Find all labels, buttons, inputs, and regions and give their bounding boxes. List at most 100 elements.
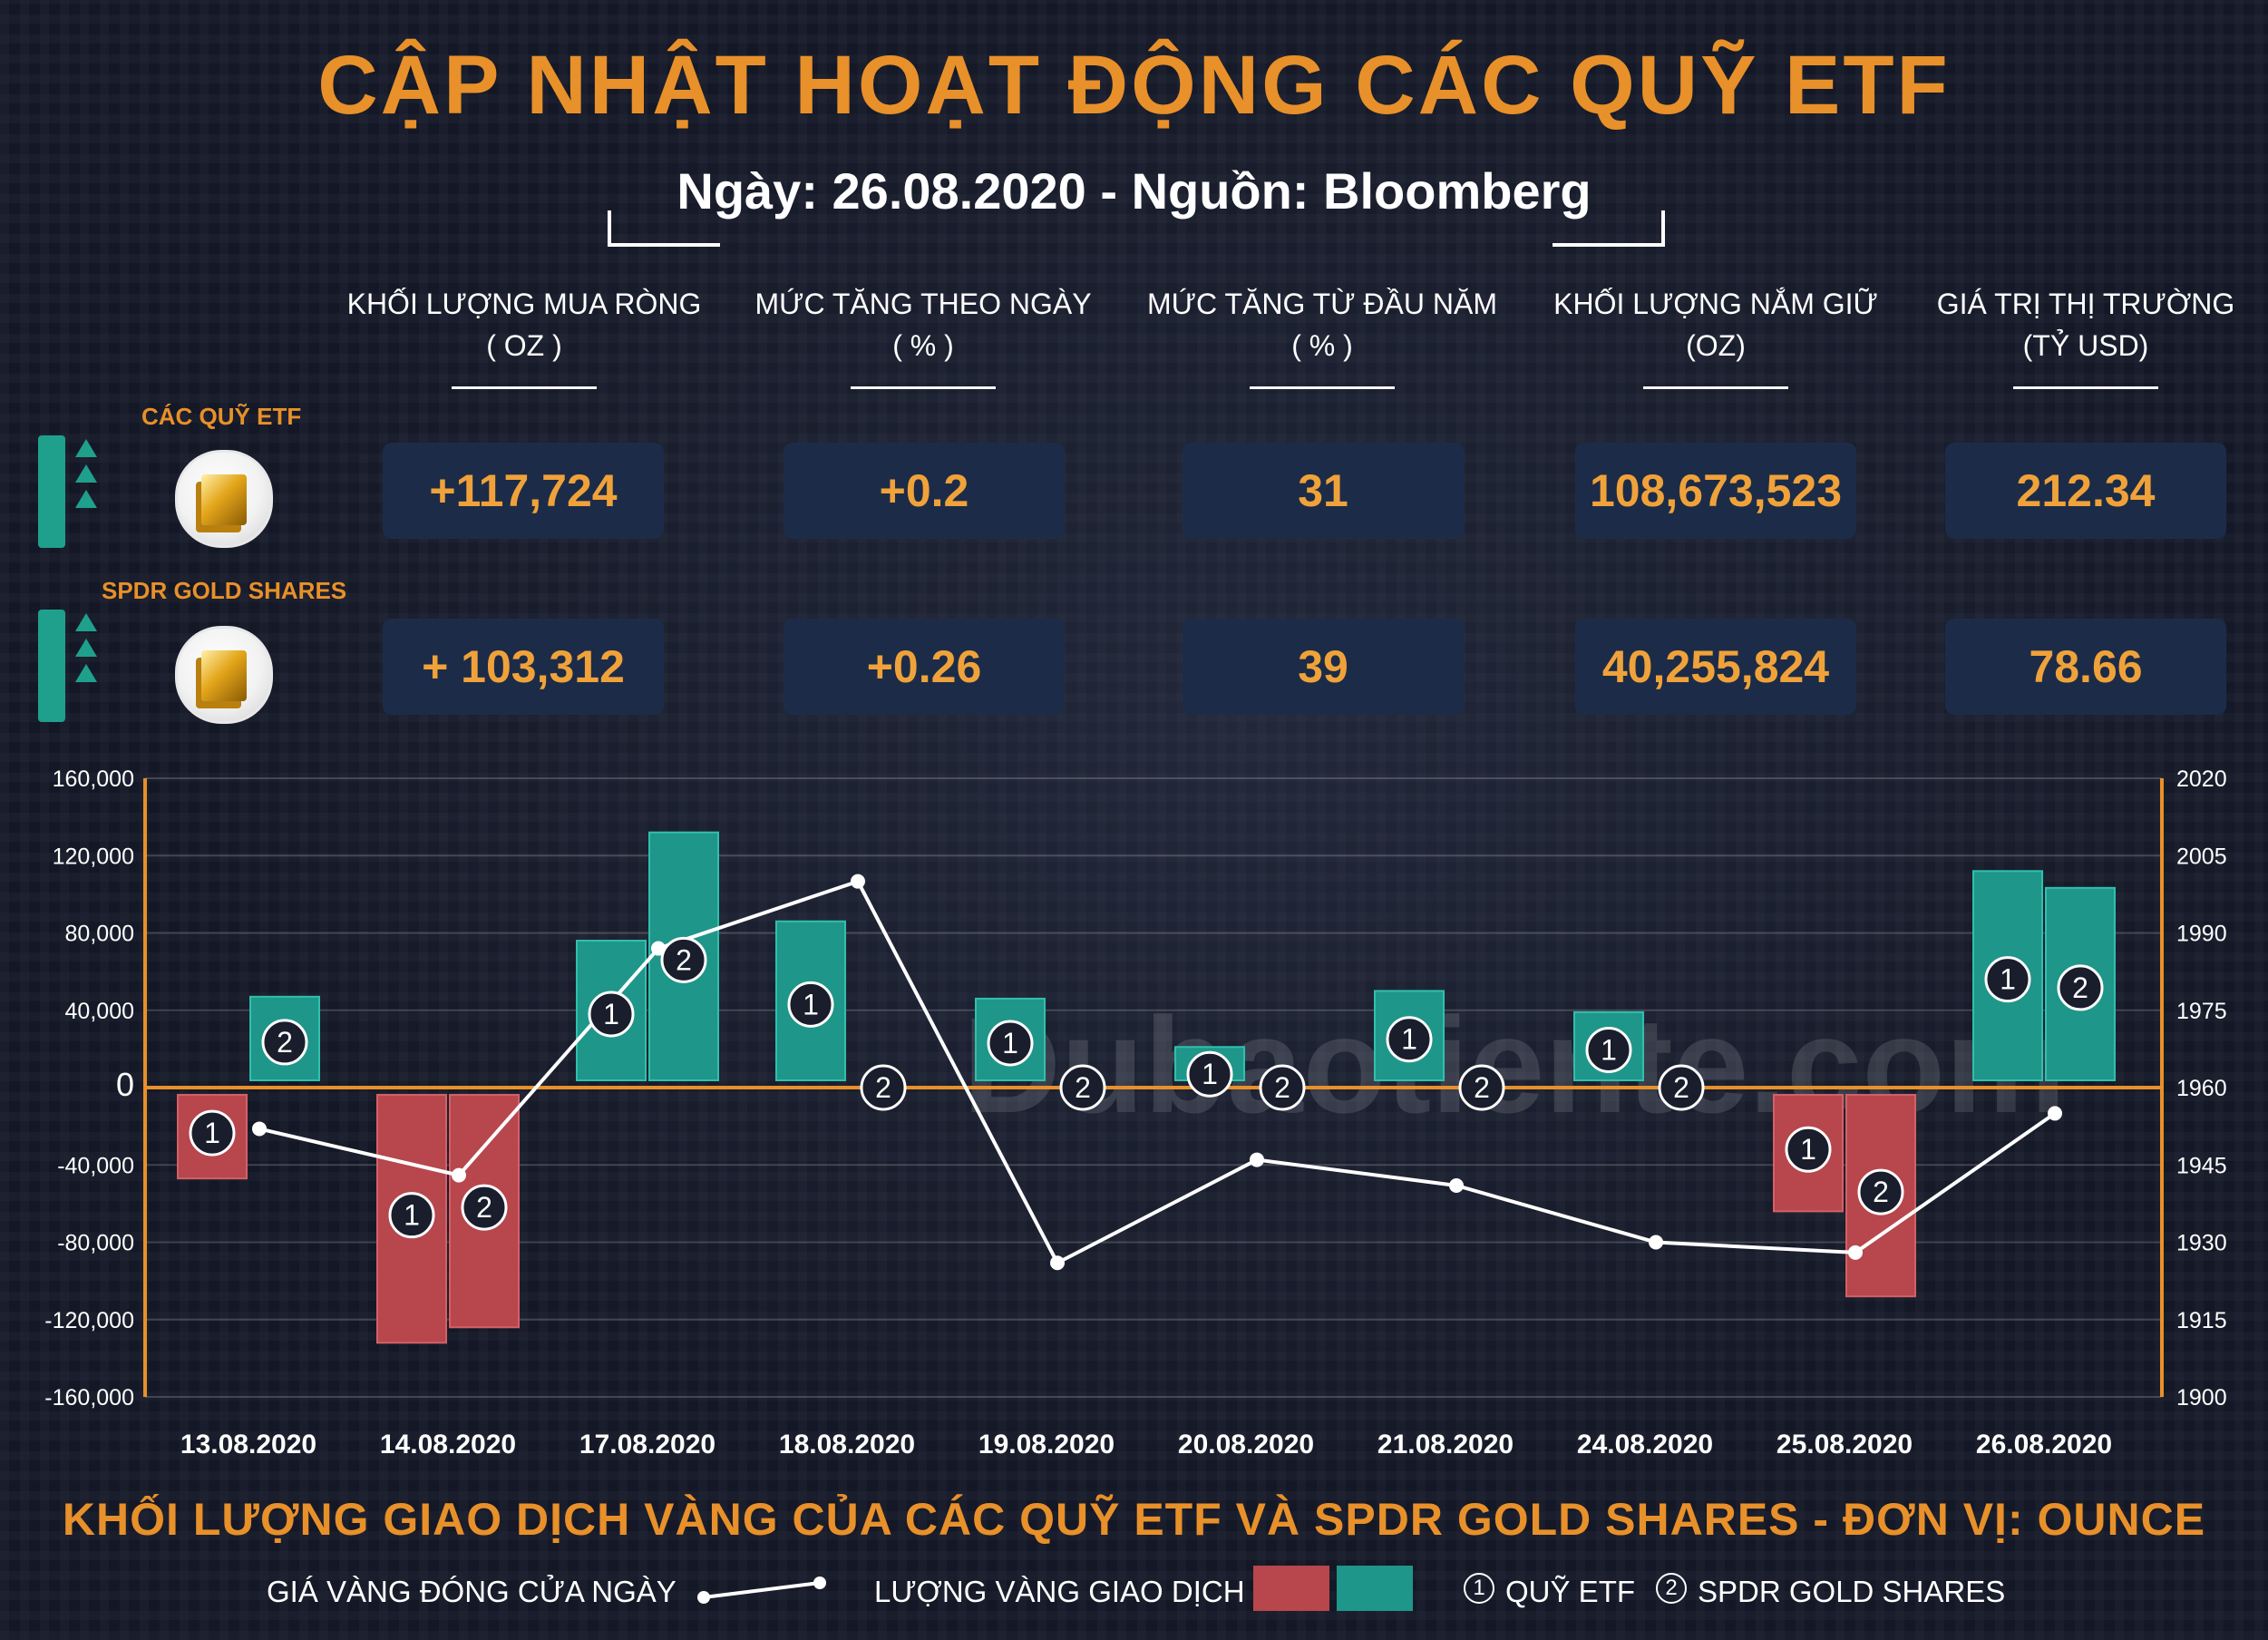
- bar-marker-2: [660, 936, 707, 983]
- gold-bar-icon: [175, 450, 273, 548]
- up-arrow-icon: [75, 664, 97, 682]
- column-header-line2: (OZ): [1686, 329, 1746, 362]
- bar-marker-2: [1259, 1064, 1306, 1111]
- y2-tick-label: 1975: [2176, 999, 2227, 1024]
- y2-tick-label: 1915: [2176, 1308, 2227, 1333]
- spdr-market-value: 78.66: [1945, 619, 2226, 715]
- bar-marker-1: [388, 1192, 435, 1239]
- price-point: [252, 1121, 267, 1137]
- bar-marker-label: 2: [1474, 1071, 1490, 1104]
- bar-marker-label: 2: [676, 943, 692, 976]
- x-tick-label: 19.08.2020: [978, 1430, 1115, 1459]
- row-label-spdr: SPDR GOLD SHARES: [102, 577, 347, 604]
- price-point: [851, 874, 865, 889]
- y-tick-label: -160,000: [44, 1385, 134, 1411]
- row-indicator-bar: [38, 435, 65, 548]
- up-arrow-icon: [75, 613, 97, 631]
- y2-tick-label: 1990: [2176, 922, 2227, 947]
- etf-net-buy-value: +117,724: [383, 443, 664, 539]
- bar-marker-label: 1: [404, 1199, 420, 1232]
- subtitle-bracket-right: [1553, 210, 1665, 247]
- bar-marker-label: 1: [1401, 1023, 1417, 1056]
- price-point: [651, 941, 666, 956]
- bar-marker-label: 2: [1873, 1176, 1889, 1208]
- up-arrow-icon: [75, 639, 97, 657]
- bar-marker-label: 2: [2072, 971, 2088, 1004]
- price-point: [1649, 1235, 1663, 1250]
- bar-marker-1: [588, 991, 635, 1038]
- y2-tick-label: 1930: [2176, 1231, 2227, 1256]
- price-point: [1250, 1152, 1264, 1167]
- bar-marker-2: [461, 1184, 508, 1231]
- y-tick-label: 40,000: [65, 999, 134, 1024]
- bar-marker-label: 2: [277, 1026, 293, 1059]
- column-header-line1: GIÁ TRỊ THỊ TRƯỜNG: [1936, 288, 2235, 320]
- etf-market-value: 212.34: [1945, 443, 2226, 539]
- x-tick-label: 24.08.2020: [1577, 1430, 1713, 1459]
- legend-positive-swatch: [1337, 1566, 1413, 1611]
- price-point: [1449, 1177, 1464, 1193]
- y-tick-label: 0: [116, 1066, 134, 1103]
- legend-line-sample: [697, 1577, 826, 1604]
- grid-layer: [143, 777, 2164, 1398]
- chart-title: KHỐI LƯỢNG GIAO DỊCH VÀNG CỦA CÁC QUỸ ET…: [62, 1494, 2206, 1545]
- x-tick-label: 17.08.2020: [579, 1430, 715, 1459]
- x-tick-label: 13.08.2020: [180, 1430, 316, 1459]
- up-arrow-icon: [75, 490, 97, 508]
- bar-marker-1: [787, 981, 834, 1028]
- bar-marker-1: [1585, 1026, 1632, 1073]
- price-point: [1050, 1255, 1065, 1271]
- price-point: [2048, 1106, 2062, 1121]
- y-tick-label: 120,000: [53, 844, 134, 869]
- column-header-line1: MỨC TĂNG TỪ ĐẦU NĂM: [1147, 288, 1497, 320]
- column-header-market-value: GIÁ TRỊ THỊ TRƯỜNG (TỶ USD): [1886, 283, 2268, 389]
- column-underline: [452, 386, 597, 389]
- y-tick-label: -80,000: [57, 1231, 134, 1256]
- bar-marker-label: 1: [1202, 1058, 1218, 1090]
- up-arrow-icon: [75, 464, 97, 483]
- legend-marker-2: 2: [1656, 1573, 1687, 1604]
- spdr-daily-change-value: +0.26: [784, 619, 1065, 715]
- up-arrow-icon: [75, 439, 97, 457]
- bar-marker-label: 1: [1800, 1133, 1816, 1166]
- bar-marker-label: 1: [803, 988, 819, 1020]
- y2-tick-label: 2005: [2176, 844, 2227, 869]
- y-tick-label: -40,000: [57, 1153, 134, 1178]
- column-header-line1: KHỐI LƯỢNG MUA RÒNG: [346, 288, 702, 320]
- column-underline: [851, 386, 996, 389]
- bar-marker-2: [261, 1019, 308, 1066]
- spdr-ytd-change-value: 39: [1183, 619, 1464, 715]
- bar-marker-2: [1059, 1064, 1106, 1111]
- price-point: [452, 1167, 466, 1183]
- bar-marker-1: [189, 1109, 236, 1157]
- y-tick-label: 80,000: [65, 922, 134, 947]
- bar-layer: [177, 831, 2116, 1344]
- bar-marker-2: [860, 1064, 907, 1111]
- bar-marker-label: 1: [603, 998, 619, 1030]
- etf-holdings-value: 108,673,523: [1575, 443, 1856, 539]
- gold-bar-icon: [175, 626, 273, 724]
- column-header-line2: ( % ): [1291, 329, 1353, 362]
- legend-marker2-label: SPDR GOLD SHARES: [1698, 1575, 2006, 1608]
- x-tick-label: 26.08.2020: [1976, 1430, 2112, 1459]
- row-indicator-bar: [38, 610, 65, 722]
- y-tick-label: 160,000: [53, 766, 134, 792]
- x-tick-label: 25.08.2020: [1776, 1430, 1913, 1459]
- column-underline: [1643, 386, 1788, 389]
- subtitle-bracket-left: [608, 210, 720, 247]
- bar-marker-label: 1: [2000, 963, 2016, 996]
- column-header-ytd-change: MỨC TĂNG TỪ ĐẦU NĂM ( % ): [1123, 283, 1522, 389]
- x-tick-label: 21.08.2020: [1377, 1430, 1514, 1459]
- page-title: CẬP NHẬT HOẠT ĐỘNG CÁC QUỸ ETF: [317, 39, 1951, 132]
- bar-marker-2: [2057, 964, 2104, 1011]
- y2-tick-label: 1900: [2176, 1385, 2227, 1411]
- price-line: [258, 879, 2057, 1265]
- column-header-holdings: KHỐI LƯỢNG NẮM GIỮ (OZ): [1516, 283, 1915, 389]
- x-tick-label: 18.08.2020: [779, 1430, 915, 1459]
- legend-bar-label: LƯỢNG VÀNG GIAO DỊCH: [874, 1575, 1245, 1608]
- legend-negative-swatch: [1253, 1566, 1329, 1611]
- label-layer: 160,000 120,000 80,000 40,000 0 -40,000 -80,00…: [44, 766, 2226, 1459]
- bar-marker-2: [1458, 1064, 1505, 1111]
- legend-marker1-label: QUỸ ETF: [1505, 1575, 1636, 1608]
